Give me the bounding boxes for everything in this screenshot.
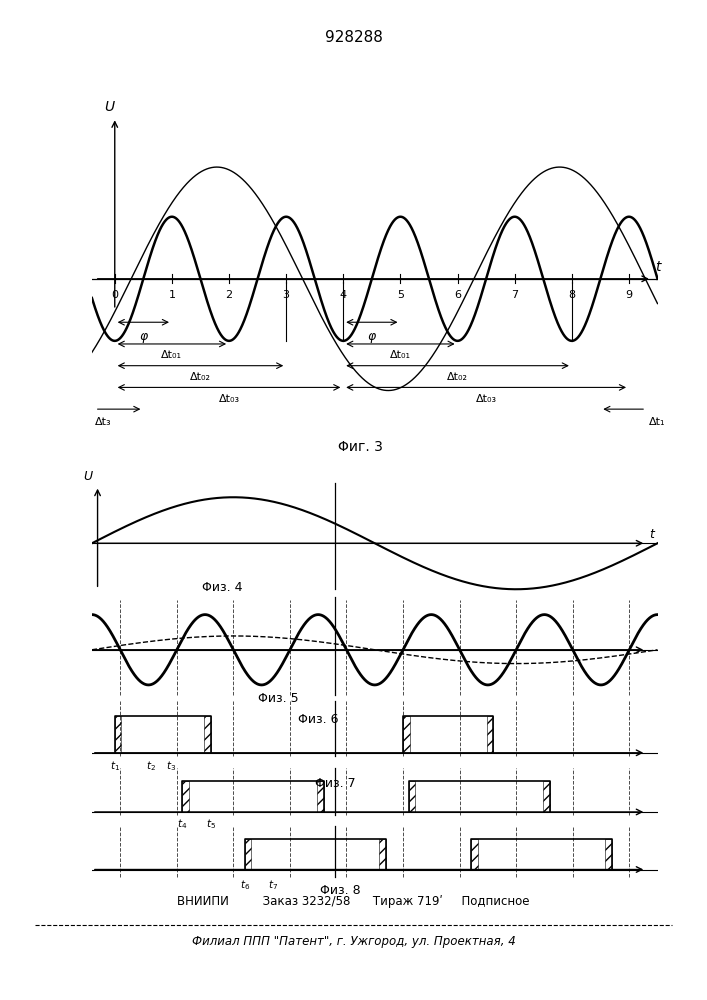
- Text: 1: 1: [168, 290, 175, 300]
- Text: $t_5$: $t_5$: [206, 817, 216, 831]
- Text: Δt₀₂: Δt₀₂: [447, 372, 468, 382]
- Text: $t_1$: $t_1$: [110, 759, 119, 773]
- Text: U: U: [83, 470, 92, 483]
- Text: U: U: [104, 100, 114, 114]
- Text: 3: 3: [283, 290, 290, 300]
- Text: 7: 7: [511, 290, 518, 300]
- Text: Φиз. 7: Φиз. 7: [315, 777, 356, 790]
- Text: 0: 0: [111, 290, 118, 300]
- Text: φ: φ: [368, 330, 376, 343]
- Text: 2: 2: [226, 290, 233, 300]
- Text: 5: 5: [397, 290, 404, 300]
- Text: ВНИИПИ         Заказ 3232/58      Тираж 719ʹ     Подписное: ВНИИПИ Заказ 3232/58 Тираж 719ʹ Подписно…: [177, 895, 530, 908]
- Text: $t_3$: $t_3$: [166, 759, 176, 773]
- Text: $t_6$: $t_6$: [240, 879, 250, 892]
- Text: Δt₀₃: Δt₀₃: [476, 394, 497, 404]
- Text: $t_7$: $t_7$: [268, 879, 278, 892]
- Text: Φиз. 4: Φиз. 4: [201, 581, 243, 594]
- Text: 9: 9: [626, 290, 633, 300]
- Text: Δt₃: Δt₃: [95, 417, 112, 427]
- Text: Δt₀₁: Δt₀₁: [161, 350, 182, 360]
- Text: Φиг. 3: Φиг. 3: [338, 440, 383, 454]
- Text: 6: 6: [454, 290, 461, 300]
- Text: Φиз. 8: Φиз. 8: [320, 884, 361, 897]
- Text: Филиал ППП "Патент", г. Ужгород, ул. Проектная, 4: Филиал ППП "Патент", г. Ужгород, ул. Про…: [192, 935, 515, 948]
- Text: Φиз. 6: Φиз. 6: [298, 713, 339, 726]
- Text: Δt₁: Δt₁: [649, 417, 665, 427]
- Text: $t_2$: $t_2$: [146, 759, 156, 773]
- Text: 4: 4: [340, 290, 347, 300]
- Text: Δt₀₂: Δt₀₂: [190, 372, 211, 382]
- Text: $t_4$: $t_4$: [177, 817, 187, 831]
- Text: 928288: 928288: [325, 30, 382, 45]
- Text: Δt₀₁: Δt₀₁: [390, 350, 411, 360]
- Text: Φиз. 5: Φиз. 5: [258, 692, 299, 705]
- Text: 8: 8: [568, 290, 575, 300]
- Text: t: t: [649, 528, 654, 541]
- Text: φ: φ: [139, 330, 148, 343]
- Text: t: t: [655, 260, 660, 274]
- Text: Δt₀₃: Δt₀₃: [218, 394, 240, 404]
